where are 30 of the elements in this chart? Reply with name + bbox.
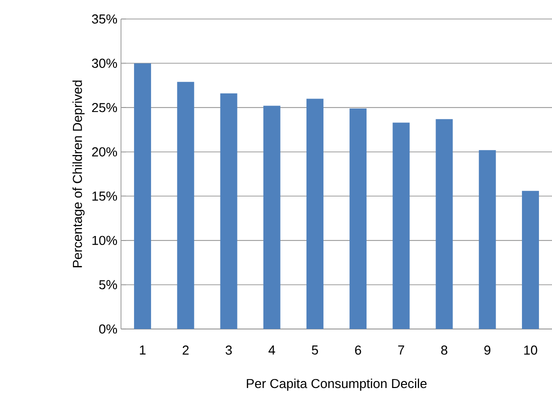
- bar: [263, 106, 280, 329]
- bar: [522, 190, 539, 329]
- y-tick-label: 15%: [92, 192, 118, 201]
- bar: [436, 119, 453, 329]
- bar: [350, 108, 367, 329]
- bar: [220, 93, 238, 329]
- bar: [134, 63, 152, 329]
- x-tick-label: 3: [226, 346, 232, 355]
- x-tick-label: 6: [355, 346, 362, 355]
- y-tick-label: 0%: [99, 324, 118, 334]
- x-tick-label: 1: [140, 346, 146, 354]
- x-tick-label: 7: [398, 346, 404, 354]
- x-tick-label: 8: [441, 346, 448, 355]
- x-tick-label: 5: [312, 346, 318, 355]
- x-tick-label: 2: [182, 346, 189, 355]
- y-tick-label: 5%: [99, 280, 118, 290]
- y-tick-label: 30%: [92, 58, 118, 68]
- y-tick-label: 35%: [92, 14, 118, 24]
- x-axis-title: Per Capita Consumption Decile: [246, 378, 427, 391]
- bar: [392, 122, 410, 329]
- x-tick-label: 4: [268, 346, 276, 354]
- bar: [306, 98, 324, 329]
- x-tick-label: 9: [484, 346, 490, 355]
- y-tick-label: 10%: [92, 236, 118, 246]
- x-tick-label: 10: [524, 346, 538, 355]
- y-tick-label: 20%: [92, 147, 118, 156]
- bar: [177, 82, 194, 329]
- y-tick-label: 25%: [92, 102, 118, 112]
- y-axis-title: Percentage of Children Deprived: [72, 80, 85, 268]
- bar: [478, 150, 496, 329]
